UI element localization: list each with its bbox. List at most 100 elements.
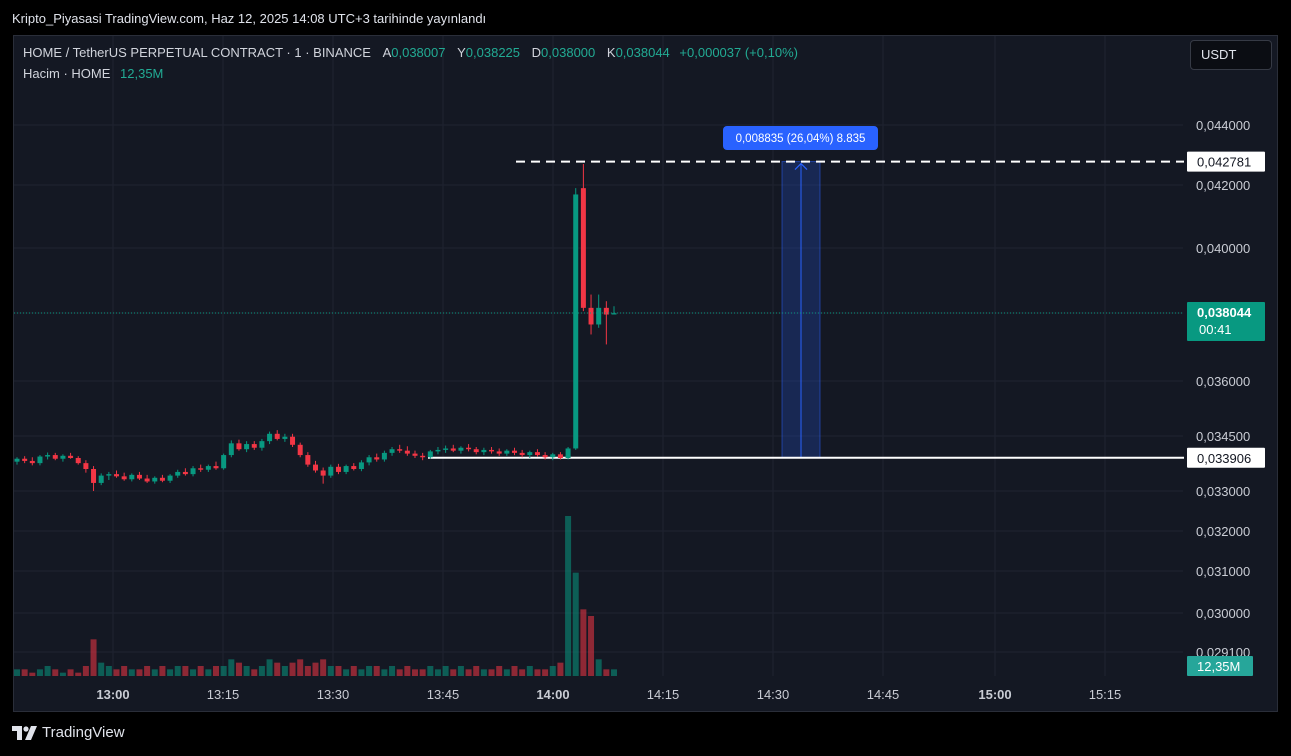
volume-bar xyxy=(274,662,281,676)
candle-body xyxy=(496,451,502,454)
volume-bar xyxy=(251,669,258,676)
price-tick-label: 0,040000 xyxy=(1196,241,1250,256)
candle-body xyxy=(374,457,380,460)
candle-body xyxy=(450,448,456,451)
candle-body xyxy=(175,471,181,476)
candle-body xyxy=(290,436,296,445)
volume-bar xyxy=(312,662,319,676)
time-tick-label: 13:30 xyxy=(317,687,350,702)
candle-body xyxy=(106,474,112,476)
volume-bar xyxy=(220,666,227,676)
volume-bar xyxy=(434,669,441,676)
time-tick-label: 14:45 xyxy=(867,687,900,702)
price-tick-label: 0,031000 xyxy=(1196,564,1250,579)
candle-body xyxy=(473,449,479,453)
price-axis: 0,044000 0,042000 0,040000 0,036000 0,034500… xyxy=(1196,118,1250,660)
candle-body xyxy=(22,458,28,461)
current-price-badge xyxy=(1187,302,1265,342)
volume-bar xyxy=(603,669,610,676)
volume-bar xyxy=(366,666,373,676)
volume-bar xyxy=(90,639,97,676)
candle-body xyxy=(550,454,556,458)
volume-bars xyxy=(14,516,617,676)
chart-frame[interactable] xyxy=(13,35,1278,712)
candle-body xyxy=(458,447,464,451)
price-tick-label: 0,033000 xyxy=(1196,484,1250,499)
volume-bar xyxy=(36,669,43,676)
candle-body xyxy=(435,449,441,452)
volume-bar xyxy=(228,659,235,676)
candle-body xyxy=(205,466,211,470)
candle-body xyxy=(221,455,227,469)
candle-body xyxy=(52,455,58,459)
volume-bar xyxy=(465,669,472,676)
volume-bar xyxy=(44,666,51,676)
candle-body xyxy=(91,469,97,483)
volume-bar xyxy=(297,659,304,676)
volume-bar xyxy=(98,662,105,676)
candle-body xyxy=(244,444,250,450)
candle-body xyxy=(29,460,35,464)
candle-body xyxy=(358,462,364,469)
volume-bar xyxy=(611,669,617,676)
close-label: K xyxy=(606,45,616,60)
candle-body xyxy=(60,455,66,459)
price-tick-label: 0,042000 xyxy=(1196,178,1250,193)
volume-bar xyxy=(457,666,464,676)
volume-bar xyxy=(21,669,28,676)
volume-bar xyxy=(389,666,396,676)
candle-body xyxy=(144,478,150,482)
volume-bar xyxy=(381,669,388,676)
candle-body xyxy=(136,474,142,479)
candle-body xyxy=(213,466,219,469)
candle-body xyxy=(98,475,104,483)
candle-body xyxy=(297,444,303,456)
volume-bar xyxy=(396,669,403,676)
volume-bar xyxy=(503,669,510,676)
volume-badge xyxy=(1187,656,1253,676)
candle-body xyxy=(512,450,517,453)
candle-body xyxy=(190,468,196,475)
tradingview-logo[interactable]: TradingView xyxy=(12,724,125,741)
grid-lines xyxy=(14,36,1183,676)
candle-body xyxy=(534,452,540,456)
volume-badge-label: 12,35M xyxy=(1197,659,1240,674)
volume-bar xyxy=(151,669,158,676)
price-tick-label: 0,030000 xyxy=(1196,606,1250,621)
symbol-title[interactable]: HOME / TetherUS PERPETUAL CONTRACT · 1 ·… xyxy=(23,45,371,60)
candle-body xyxy=(565,448,571,458)
candle-body xyxy=(443,448,449,450)
volume-bar xyxy=(320,659,327,676)
time-tick-label: 13:00 xyxy=(96,687,129,702)
candle-body xyxy=(527,452,533,456)
price-tick-label: 0,036000 xyxy=(1196,374,1250,389)
currency-button[interactable]: USDT xyxy=(1190,40,1272,70)
candle-body xyxy=(603,307,609,315)
candle-body xyxy=(313,464,318,471)
level-price-badge xyxy=(1187,447,1265,468)
volume-bar xyxy=(343,669,350,676)
time-tick-label: 13:45 xyxy=(427,687,460,702)
candle-body xyxy=(320,470,326,476)
candle-body xyxy=(381,452,387,460)
volume-label[interactable]: Hacim · HOME xyxy=(23,66,111,81)
candle-body xyxy=(588,307,594,325)
volume-bar xyxy=(289,662,296,676)
candle-body xyxy=(389,449,395,453)
volume-legend: Hacim · HOME 12,35M xyxy=(23,66,163,81)
measure-label: 0,008835 (26,04%) 8.835 xyxy=(736,133,866,145)
volume-bar xyxy=(511,666,518,676)
time-tick-label: 13:15 xyxy=(207,687,240,702)
candle-body xyxy=(114,474,119,477)
volume-bar xyxy=(266,659,273,676)
candle-body xyxy=(611,313,617,315)
volume-bar xyxy=(105,666,112,676)
measure-arrow-head xyxy=(794,162,808,170)
candle-body xyxy=(351,466,357,469)
candle-body xyxy=(37,456,43,464)
volume-bar xyxy=(174,666,181,676)
candle-body xyxy=(129,474,135,480)
candle-body xyxy=(282,436,288,439)
volume-bar xyxy=(29,672,36,676)
